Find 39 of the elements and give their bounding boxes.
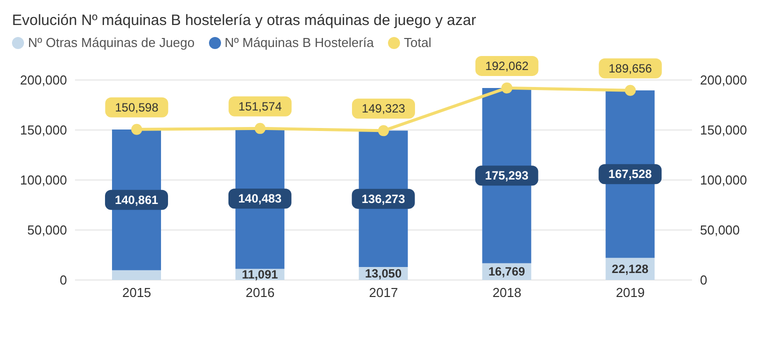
data-label: 140,861	[114, 192, 159, 207]
point	[378, 125, 389, 136]
x-tick-label: 2016	[246, 285, 275, 300]
y2-tick-label: 0	[700, 272, 708, 288]
x-tick-label: 2019	[616, 285, 645, 300]
data-label: 192,062	[485, 58, 529, 73]
chart-title: Evolución Nº máquinas B hostelería y otras máquinas de juego y azar	[11, 11, 478, 29]
data-label: 149,323	[362, 102, 406, 116]
data-label: 11,091	[242, 267, 278, 282]
point	[501, 82, 512, 94]
point	[131, 124, 142, 135]
data-label: 189,656	[608, 61, 652, 76]
data-label: 22,128	[612, 262, 649, 276]
y2-tick-label: 50,000	[700, 222, 740, 238]
y2-tick-label: 200,000	[700, 72, 747, 88]
data-label: 140,483	[238, 192, 282, 206]
point	[254, 122, 266, 134]
data-label: 16,769	[488, 264, 526, 279]
data-label: 136,273	[362, 192, 406, 206]
legend-label: Nº Máquinas B Hostelería	[224, 35, 374, 50]
y-tick-label: 50,000	[27, 222, 67, 238]
y-tick-label: 200,000	[20, 72, 67, 88]
data-label: 175,293	[485, 168, 529, 183]
legend-label: Total	[402, 35, 432, 50]
x-tick-label: 2017	[369, 285, 398, 300]
x-tick-label: 2018	[492, 285, 522, 300]
y-tick-label: 0	[60, 272, 67, 288]
data-label: 13,050	[364, 266, 402, 280]
legend-label: Nº Otras Máquinas de Juego	[27, 35, 195, 50]
x-tick-label: 2015	[122, 285, 152, 300]
y2-tick-label: 150,000	[700, 122, 747, 138]
point	[624, 84, 636, 96]
data-label: 151,574	[238, 99, 282, 114]
data-label: 150,598	[115, 100, 159, 114]
bar	[112, 270, 162, 280]
y2-tick-label: 100,000	[700, 172, 747, 188]
y-tick-label: 100,000	[20, 172, 67, 188]
y-tick-label: 150,000	[20, 122, 67, 138]
data-label: 167,528	[608, 167, 652, 182]
